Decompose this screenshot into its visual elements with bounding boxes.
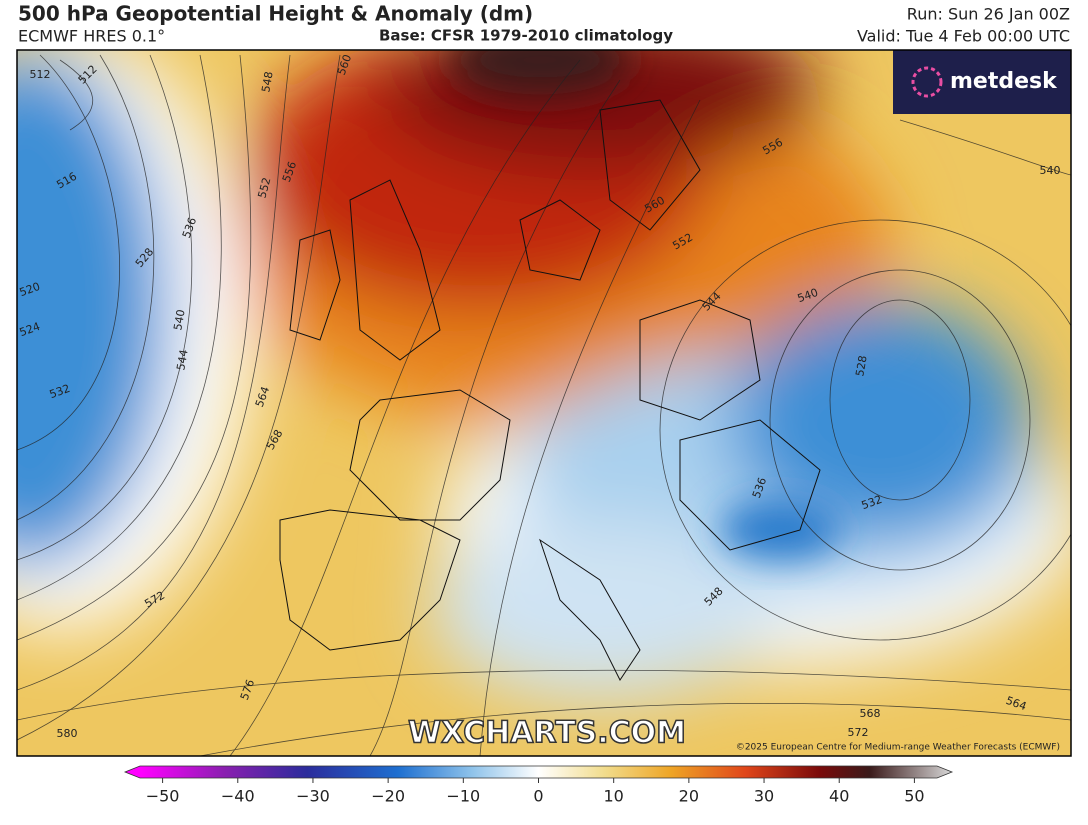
contour-label: 568	[860, 707, 881, 720]
map-frame	[16, 49, 1072, 757]
contour-label: 512	[30, 68, 51, 81]
colorbar	[123, 765, 954, 779]
contour-label: 540	[171, 308, 187, 331]
contour-label: 552	[256, 176, 274, 200]
title: 500 hPa Geopotential Height & Anomaly (d…	[18, 2, 533, 26]
colorbar-tick-label: −30	[296, 787, 330, 806]
contour-label: 548	[259, 70, 275, 93]
colorbar-tick-label: 40	[829, 787, 849, 806]
copyright: ©2025 European Centre for Medium-range W…	[736, 743, 1060, 753]
valid: Valid: Tue 4 Feb 00:00 UTC	[857, 27, 1070, 46]
contour-label: 540	[1040, 164, 1061, 177]
base: Base: CFSR 1979-2010 climatology	[379, 27, 673, 45]
logo: metdesk	[950, 69, 1058, 94]
contour-label: 544	[174, 348, 190, 371]
colorbar-tick-label: −20	[371, 787, 405, 806]
colorbar-tick-label: −10	[446, 787, 480, 806]
colorbar-tick-label: 10	[604, 787, 624, 806]
colorbar-tick-label: −50	[146, 787, 180, 806]
colorbar-tick-label: −40	[221, 787, 255, 806]
colorbar-tick-label: 50	[904, 787, 924, 806]
colorbar-tick-label: 0	[533, 787, 543, 806]
contour-label: 528	[853, 354, 869, 377]
model: ECMWF HRES 0.1°	[18, 27, 165, 46]
map	[17, 50, 1071, 756]
watermark: WXCHARTS.COM	[408, 716, 686, 751]
contour-label: 580	[57, 727, 78, 740]
contour-label: 572	[848, 726, 869, 739]
run: Run: Sun 26 Jan 00Z	[907, 5, 1070, 24]
colorbar-tick-label: 30	[754, 787, 774, 806]
colorbar-tick-label: 20	[679, 787, 699, 806]
